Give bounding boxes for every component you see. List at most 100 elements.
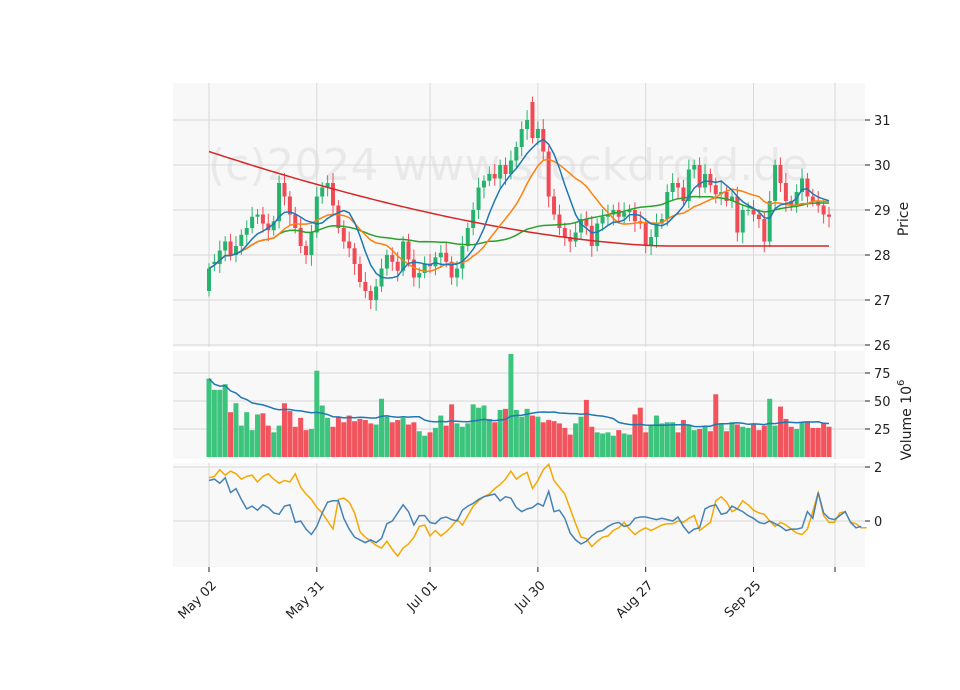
volume-bar xyxy=(260,413,266,457)
volume-bar xyxy=(298,417,304,457)
candle-body xyxy=(357,264,362,282)
volume-bar xyxy=(751,424,757,457)
candle-body xyxy=(481,180,486,188)
volume-bar xyxy=(756,430,762,457)
candle-body xyxy=(632,210,637,222)
volume-bar xyxy=(416,431,422,457)
volume-bar xyxy=(594,432,600,457)
candle-body xyxy=(363,282,368,291)
volume-bar xyxy=(616,430,622,457)
candle-body xyxy=(562,228,567,237)
volume-bar xyxy=(443,425,449,457)
candle-body xyxy=(568,237,573,242)
candle-body xyxy=(282,183,287,197)
candle-body xyxy=(773,165,778,201)
candle-body xyxy=(557,214,562,228)
candle-body xyxy=(519,129,524,147)
volume-bar xyxy=(707,431,713,457)
volume-bar xyxy=(600,433,606,457)
candle-body xyxy=(325,183,330,188)
candle-body xyxy=(643,223,648,246)
candle-body xyxy=(336,205,341,228)
volume-bar xyxy=(680,420,686,457)
volume-bar xyxy=(217,389,223,457)
volume-bar xyxy=(265,425,271,457)
volume-bar xyxy=(373,424,379,457)
candle-body xyxy=(600,216,605,224)
volume-bar xyxy=(206,378,212,457)
volume-bar xyxy=(583,399,589,457)
volume-bar xyxy=(772,425,778,457)
candle-body xyxy=(611,210,616,215)
volume-bar xyxy=(357,418,363,457)
volume-bar xyxy=(578,416,584,457)
volume-bar xyxy=(287,411,293,457)
indicator-tick-label: 0 xyxy=(874,515,882,530)
candle-body xyxy=(713,185,718,195)
candle-body xyxy=(649,237,654,246)
volume-bar xyxy=(211,389,217,457)
volume-bar xyxy=(352,421,358,457)
volume-bar xyxy=(335,416,341,457)
volume-bar xyxy=(470,404,476,457)
volume-bar xyxy=(670,422,676,457)
volume-bar xyxy=(804,422,810,457)
candle-body xyxy=(401,241,406,271)
candle-body xyxy=(546,151,551,197)
indicator-signal-line xyxy=(208,462,867,558)
volume-bar xyxy=(319,405,325,457)
candle-body xyxy=(525,120,530,129)
volume-bar xyxy=(427,432,433,457)
volume-bar xyxy=(238,425,244,457)
volume-bar xyxy=(346,415,352,457)
volume-bar xyxy=(713,394,719,457)
candle-body xyxy=(492,174,497,179)
candle-body xyxy=(250,216,255,228)
candle-body xyxy=(293,214,298,228)
candle-body xyxy=(821,205,826,215)
volume-panel xyxy=(206,353,832,457)
volume-bar xyxy=(535,416,541,457)
volume-bar xyxy=(697,429,703,457)
candle-body xyxy=(676,183,681,188)
candle-body xyxy=(762,219,767,242)
candle-body xyxy=(584,219,589,226)
volume-bar xyxy=(524,408,530,457)
candle-body xyxy=(595,223,600,246)
candle-body xyxy=(212,261,217,264)
volume-ma-line xyxy=(208,378,830,428)
volume-bar xyxy=(292,426,298,457)
x-tick-label: Aug 27 xyxy=(613,578,656,621)
price-tick-label: 26 xyxy=(874,339,891,354)
volume-tick-label: 50 xyxy=(874,395,891,410)
volume-bar xyxy=(281,403,287,457)
candle-body xyxy=(789,201,794,206)
candle-body xyxy=(239,234,244,246)
ma-slow-line xyxy=(208,195,830,270)
volume-bar xyxy=(551,421,557,457)
volume-bar xyxy=(794,429,800,457)
candle-body xyxy=(260,214,265,224)
candle-body xyxy=(460,246,465,269)
candle-body xyxy=(805,178,810,197)
candle-body xyxy=(552,196,557,215)
candle-body xyxy=(508,160,513,174)
candle-body xyxy=(622,212,627,217)
candle-body xyxy=(735,196,740,233)
volume-bar xyxy=(341,422,347,457)
indicator-tick-label: 2 xyxy=(874,461,882,476)
watermark: (c)2024 www.stockdroid.de xyxy=(208,140,808,191)
volume-bar xyxy=(325,417,331,457)
volume-bar xyxy=(589,426,595,457)
volume-bar xyxy=(605,432,611,457)
volume-axis-base: 10 xyxy=(899,386,915,404)
candle-body xyxy=(756,214,761,219)
candle-body xyxy=(697,165,702,188)
volume-bar xyxy=(610,435,616,457)
candle-body xyxy=(681,187,686,201)
volume-bar xyxy=(799,422,805,457)
candle-body xyxy=(309,232,314,255)
volume-bar xyxy=(454,423,460,457)
x-tick-label: Sep 25 xyxy=(722,578,765,621)
